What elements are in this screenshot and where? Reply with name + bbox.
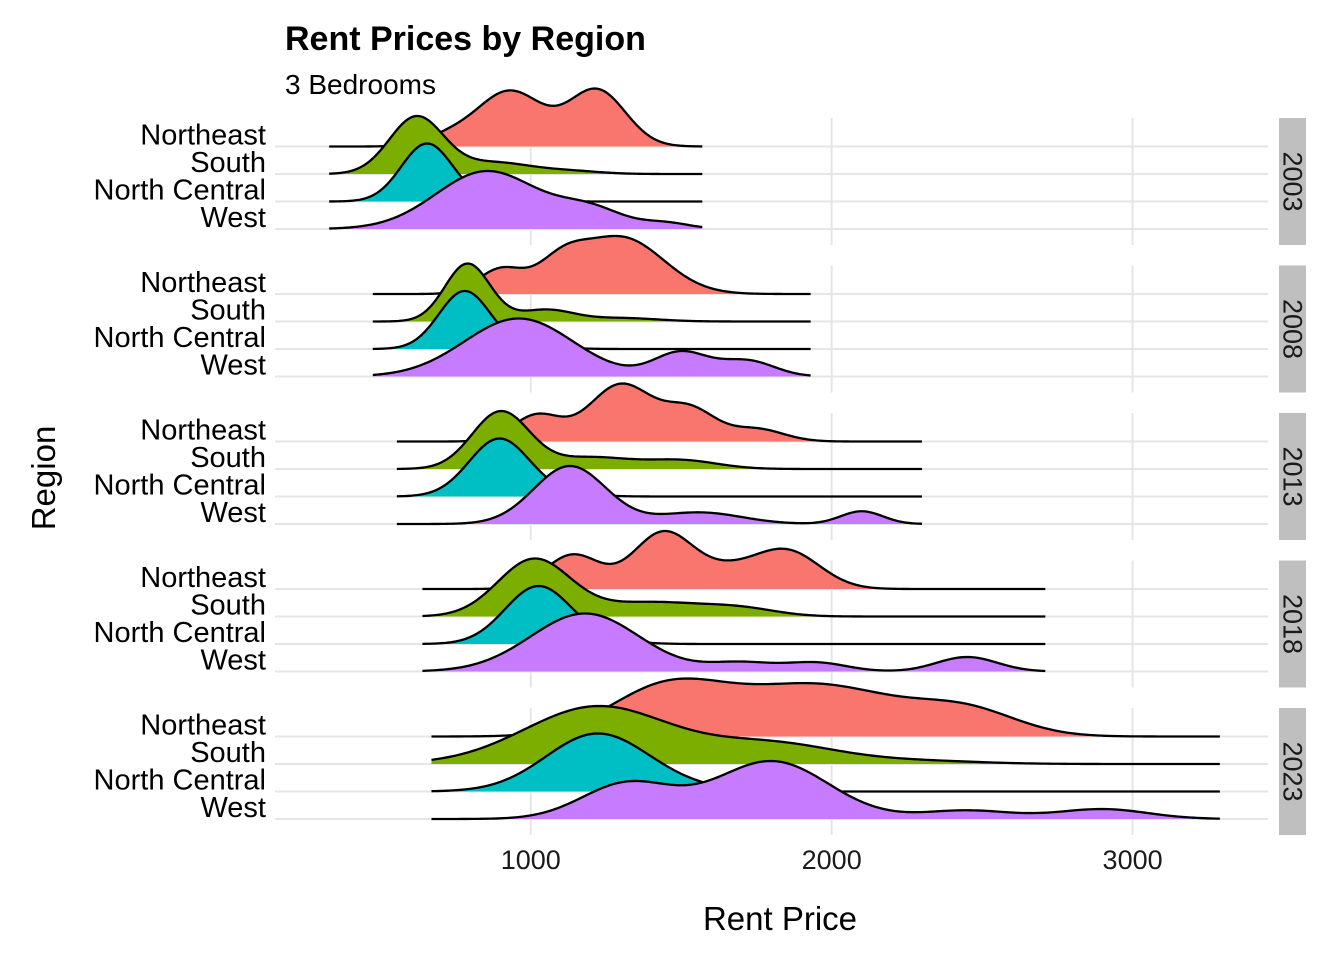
y-axis-title: Region	[25, 426, 62, 531]
x-tick-label-1000: 1000	[501, 845, 561, 875]
region-label-north-central-2008: North Central	[94, 322, 266, 354]
ridge-line-west-2018	[422, 612, 1046, 673]
ridge-line-north-central-2013	[396, 437, 922, 498]
region-label-south-2008: South	[190, 295, 266, 327]
region-label-northeast-2013: Northeast	[140, 415, 266, 447]
facet-strip-label-2013: 2013	[1278, 446, 1308, 506]
ridge-line-west-2008	[372, 317, 811, 377]
x-tick-label-3000: 3000	[1103, 845, 1163, 875]
region-label-west-2023: West	[200, 792, 266, 824]
facet-strip-2023	[1279, 708, 1306, 835]
facet-strip-2018	[1279, 560, 1306, 688]
ridge-line-south-2003	[329, 114, 703, 176]
region-label-west-2013: West	[200, 497, 266, 529]
ridge-fill-west-2023	[431, 761, 1220, 819]
region-label-west-2018: West	[200, 645, 266, 677]
region-label-northeast-2003: Northeast	[140, 120, 266, 152]
x-tick-label-2000: 2000	[802, 845, 862, 875]
region-label-north-central-2023: North Central	[94, 765, 266, 797]
ridge-fill-south-2018	[422, 558, 1046, 617]
x-axis-title: Rent Price	[703, 900, 857, 937]
region-label-north-central-2013: North Central	[94, 470, 266, 502]
region-label-south-2018: South	[190, 590, 266, 622]
ridge-line-north-central-2008	[372, 289, 811, 351]
region-label-south-2003: South	[190, 147, 266, 179]
region-label-northeast-2018: Northeast	[140, 562, 266, 594]
x-axis-ticks: 1000 2000 3000	[501, 845, 1163, 875]
ridge-fill-west-2018	[422, 613, 1046, 672]
ridge-fill-west-2008	[372, 318, 811, 377]
region-label-west-2003: West	[200, 202, 266, 234]
facet-strip-2008	[1279, 265, 1306, 393]
facet-strip-label-2003: 2003	[1278, 151, 1308, 211]
ridge-line-south-2023	[431, 704, 1220, 766]
region-label-north-central-2003: North Central	[94, 175, 266, 207]
ridge-line-west-2013	[396, 464, 922, 526]
ridge-line-south-2013	[396, 409, 922, 471]
facet-strip-2013	[1279, 413, 1306, 540]
ridge-line-south-2008	[372, 262, 811, 323]
region-label-west-2008: West	[200, 350, 266, 382]
ridge-line-north-central-2018	[422, 584, 1046, 646]
region-label-northeast-2023: Northeast	[140, 710, 266, 742]
ridge-fill-northeast-2008	[372, 236, 811, 294]
region-label-northeast-2008: Northeast	[140, 267, 266, 299]
ridge-fill-northeast-2018	[422, 531, 1046, 589]
chart-title: Rent Prices by Region	[285, 20, 646, 58]
ridge-fill-north-central-2003	[329, 143, 703, 202]
ridge-fill-northeast-2003	[329, 88, 703, 147]
facet-strip-label-2018: 2018	[1278, 594, 1308, 654]
ridge-fill-west-2003	[329, 171, 703, 229]
facet-strip-label-2023: 2023	[1278, 741, 1308, 801]
ridge-fill-northeast-2013	[396, 383, 922, 442]
ridge-fill-south-2013	[396, 411, 922, 469]
ridge-line-south-2018	[422, 557, 1046, 618]
ridge-line-west-2023	[431, 759, 1220, 821]
ridge-fill-west-2013	[396, 466, 922, 524]
facet-strip-label-2008: 2008	[1278, 299, 1308, 359]
region-label-south-2013: South	[190, 442, 266, 474]
ridge-line-west-2003	[329, 169, 703, 230]
ridge-fill-north-central-2013	[396, 438, 922, 497]
ridge-fill-north-central-2023	[431, 733, 1220, 792]
facet-strip-2003	[1279, 118, 1306, 245]
region-label-south-2023: South	[190, 737, 266, 769]
chart-subtitle: 3 Bedrooms	[285, 69, 436, 100]
region-label-north-central-2018: North Central	[94, 617, 266, 649]
